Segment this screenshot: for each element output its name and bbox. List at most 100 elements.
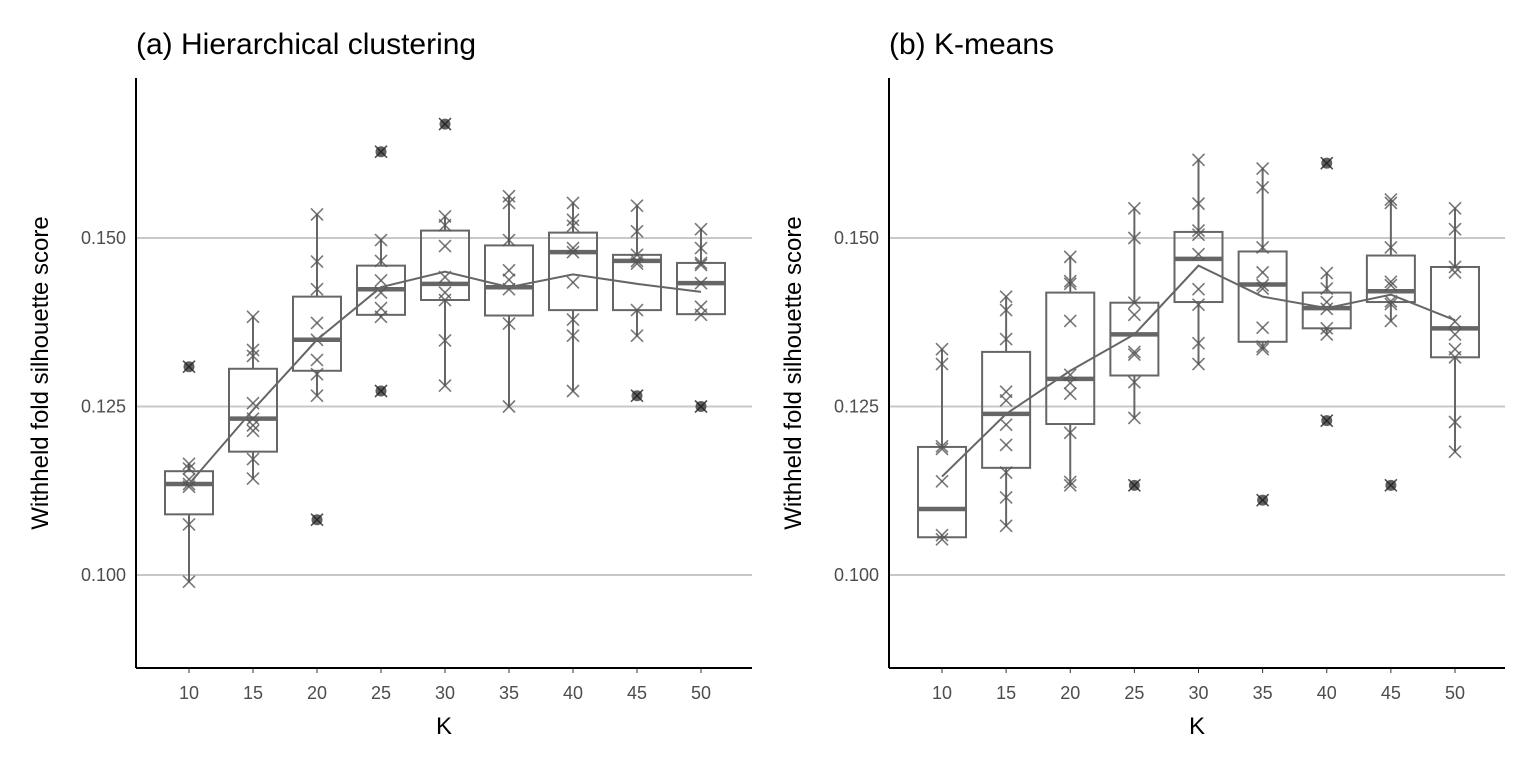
- y-axis-label: Withheld fold silhouette score: [27, 216, 54, 530]
- point-stroke: [566, 245, 580, 259]
- point-stroke: [502, 317, 516, 331]
- data-point: [438, 333, 452, 348]
- box-20: [292, 214, 342, 396]
- point-stroke: [1448, 327, 1462, 341]
- data-point: [1127, 411, 1141, 425]
- data-point: [999, 438, 1013, 452]
- point-stroke: [630, 389, 644, 403]
- point-stroke: [246, 396, 260, 410]
- data-point: [1063, 314, 1077, 328]
- mean-line: [941, 264, 1456, 478]
- point-stroke: [1191, 153, 1206, 167]
- data-point: [999, 290, 1013, 304]
- data-point: [310, 255, 324, 269]
- point-stroke: [694, 399, 708, 414]
- point-stroke: [1063, 478, 1077, 492]
- point-stroke: [1127, 231, 1141, 245]
- x-tick-label: 10: [932, 683, 952, 703]
- x-tick-label: 15: [243, 683, 263, 703]
- data-point: [694, 256, 708, 270]
- data-point: [1191, 336, 1206, 350]
- point-stroke: [1063, 387, 1077, 401]
- y-tick-label: 0.150: [81, 228, 126, 248]
- chart-title: (a) Hierarchical clustering: [136, 28, 476, 61]
- data-point: [1127, 345, 1141, 359]
- point-stroke: [630, 329, 644, 343]
- point-stroke: [630, 224, 644, 238]
- data-point: [999, 303, 1013, 317]
- point-stroke: [502, 189, 516, 203]
- point-stroke: [310, 255, 324, 269]
- y-tick-label: 0.100: [834, 565, 879, 585]
- data-point: [1384, 314, 1398, 328]
- point-stroke: [182, 461, 196, 476]
- data-point: [1448, 315, 1462, 329]
- point-stroke: [999, 438, 1013, 452]
- point-stroke: [1191, 282, 1206, 296]
- point-stroke: [246, 349, 260, 363]
- point-stroke: [999, 490, 1013, 505]
- point-stroke: [630, 199, 644, 213]
- data-point: [1320, 321, 1334, 335]
- point-stroke: [630, 303, 644, 317]
- point-stroke: [1256, 342, 1270, 356]
- data-point: [502, 273, 516, 287]
- data-point: [182, 461, 196, 476]
- data-point: [502, 189, 516, 203]
- point-stroke: [630, 254, 644, 268]
- point-stroke: [694, 241, 708, 255]
- data-point: [1320, 156, 1334, 170]
- data-point: [1384, 297, 1398, 311]
- point-stroke: [1256, 240, 1270, 255]
- mean-line: [188, 270, 702, 485]
- data-point: [1256, 493, 1270, 507]
- data-point: [182, 575, 196, 589]
- point-stroke: [1448, 222, 1462, 236]
- point-stroke: [1191, 228, 1206, 242]
- point-stroke: [1384, 275, 1398, 289]
- point-stroke: [438, 333, 452, 348]
- data-point: [310, 367, 324, 381]
- data-point: [1063, 478, 1077, 492]
- data-point: [1448, 415, 1462, 429]
- box-10: [164, 463, 214, 582]
- data-point: [694, 308, 708, 322]
- data-point: [1256, 180, 1270, 195]
- data-point: [1191, 298, 1206, 312]
- point-stroke: [1384, 314, 1398, 328]
- box-45: [1365, 199, 1416, 321]
- iqr-box: [1045, 291, 1096, 426]
- point-stroke: [374, 233, 388, 247]
- iqr-box: [1109, 301, 1160, 377]
- y-tick-label: 0.125: [834, 397, 879, 417]
- point-stroke: [182, 360, 196, 374]
- x-tick-label: 45: [1381, 683, 1401, 703]
- point-stroke: [566, 196, 580, 210]
- data-point: [1063, 274, 1077, 288]
- data-point: [246, 452, 260, 466]
- data-point: [182, 480, 196, 494]
- point-stroke: [1063, 475, 1077, 489]
- data-point: [1384, 275, 1398, 289]
- data-point: [1063, 475, 1077, 489]
- point-stroke: [1256, 339, 1270, 354]
- data-point: [1256, 265, 1270, 279]
- box-15: [228, 316, 278, 479]
- y-tick-label: 0.125: [81, 397, 126, 417]
- data-point: [1448, 327, 1462, 341]
- data-point: [1191, 228, 1206, 242]
- data-point: [182, 360, 196, 374]
- data-point: [566, 275, 580, 290]
- point-stroke: [1320, 266, 1334, 280]
- point-stroke: [1320, 156, 1334, 170]
- data-point: [502, 399, 516, 414]
- y-tick-label: 0.100: [81, 565, 126, 585]
- point-stroke: [1448, 201, 1462, 215]
- data-point: [999, 490, 1013, 505]
- point-stroke: [374, 310, 388, 324]
- data-point: [1256, 342, 1270, 356]
- data-point: [694, 399, 708, 414]
- iqr-box: [548, 231, 598, 312]
- point-stroke: [1191, 224, 1206, 238]
- point-stroke: [1256, 321, 1270, 335]
